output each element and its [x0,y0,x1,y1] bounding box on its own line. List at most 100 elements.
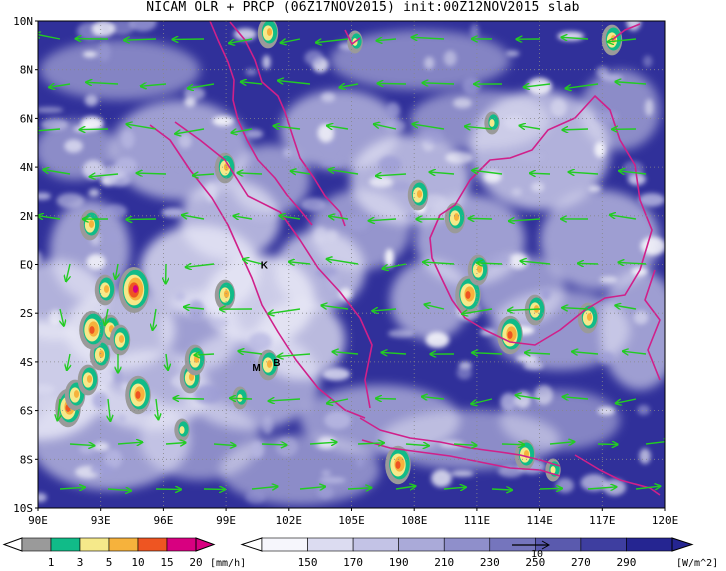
cloud-cell [505,50,520,57]
cloud-cell [346,213,370,231]
coastline [174,121,373,409]
wind-arrow [491,489,512,490]
lat-tick-label: 10N [13,15,33,28]
lon-tick-label: 105E [338,514,365,527]
wind-arrow [182,215,205,220]
wind-arrow [278,354,311,356]
cloud-cell [321,159,345,167]
precip-cell [395,461,401,469]
cloud-cell [193,384,222,404]
cloud-cell [38,395,60,413]
wind-arrow [107,489,131,491]
cloud-cell [245,68,257,76]
wind-arrow [38,216,61,219]
wind-arrow [521,261,551,264]
wind-arrow [188,83,215,88]
cloud-blob [230,145,310,215]
precip-cell [98,350,105,358]
precip-cell [453,213,460,221]
wind-arrow [124,39,157,40]
coastline [149,124,366,419]
cloud-cell [424,56,435,70]
precip-cell [416,190,423,198]
precip-cell [118,335,125,343]
cloud-cell [599,276,618,284]
cloud-cell [38,250,43,266]
wind-arrow [569,172,599,174]
wind-arrow [347,488,371,489]
cloud-cell [89,463,115,476]
wind-arrow [184,307,205,309]
wind-arrow [193,174,215,175]
wind-arrow [165,443,185,444]
cloud-cell [443,50,457,66]
cloud-blob [140,400,260,480]
precip-cell [103,285,110,293]
cloud-cell [555,478,574,493]
cloud-cell [91,21,116,38]
cloud-cell [450,470,474,477]
cloud-cell [391,181,412,192]
wind-arrow [412,37,445,39]
coastline [574,454,661,496]
cloud-cell [212,116,235,126]
lon-tick-label: 102E [276,514,303,527]
wind-arrow [425,305,445,310]
wind-arrow [616,398,637,403]
cloud-cell [210,317,229,328]
wind-arrow [137,173,167,174]
wind-arrow [509,219,541,221]
precip-cell [476,265,483,273]
cloud-cell [531,181,545,193]
olr-unit-label: [W/m^2] [676,558,718,569]
wind-arrow [230,38,253,43]
cloud-cell [321,92,336,102]
wind-arrow [316,38,349,43]
cloud-cell [107,231,120,244]
lat-tick-label: 8N [20,64,33,77]
cloud-cell [82,51,98,58]
cloud-cell [117,414,126,424]
wind-arrow [562,37,589,39]
cloud-cell [580,474,608,492]
cloud-cell [324,411,351,430]
precip-tick-label: 1 [48,556,55,569]
precip-under-triangle [2,537,23,552]
wind-arrow [232,129,253,133]
lon-tick-label: 90E [28,514,48,527]
cloud-cell [637,404,650,416]
wind-arrow [299,487,325,489]
cloud-cell [425,331,450,348]
wind-arrow [274,126,301,129]
cloud-cell [275,436,298,457]
lat-tick-label: 2S [20,307,33,320]
site-k-marker: K [261,261,269,272]
olr-tick-label: 250 [525,556,545,569]
coastline [429,95,653,346]
wind-arrow [309,442,336,444]
wind-arrow [174,398,205,399]
wind-arrow [524,84,551,87]
wind-arrow [80,129,109,130]
lon-tick-label: 96E [153,514,173,527]
precip-cell [73,390,80,398]
olr-tick-label: 270 [571,556,591,569]
cloud-cell [319,476,346,484]
wind-arrow [378,83,407,84]
reference-vector-label: 10 [531,549,543,560]
cloud-cell [300,197,327,212]
precip-cell [586,313,593,321]
cloud-blob [410,90,550,150]
cloud-cell [638,193,665,207]
wind-arrow [563,308,589,309]
wind-arrow [141,84,167,86]
wind-arrow [289,262,311,264]
wind-arrow [231,398,253,399]
cloud-cell [500,392,518,412]
precip-tick-label: 3 [77,556,84,569]
wind-arrow [67,353,70,370]
lat-tick-label: 4S [20,356,33,369]
wind-arrow [243,259,263,265]
cloud-cell [328,273,339,290]
cloud-cell [644,99,654,117]
